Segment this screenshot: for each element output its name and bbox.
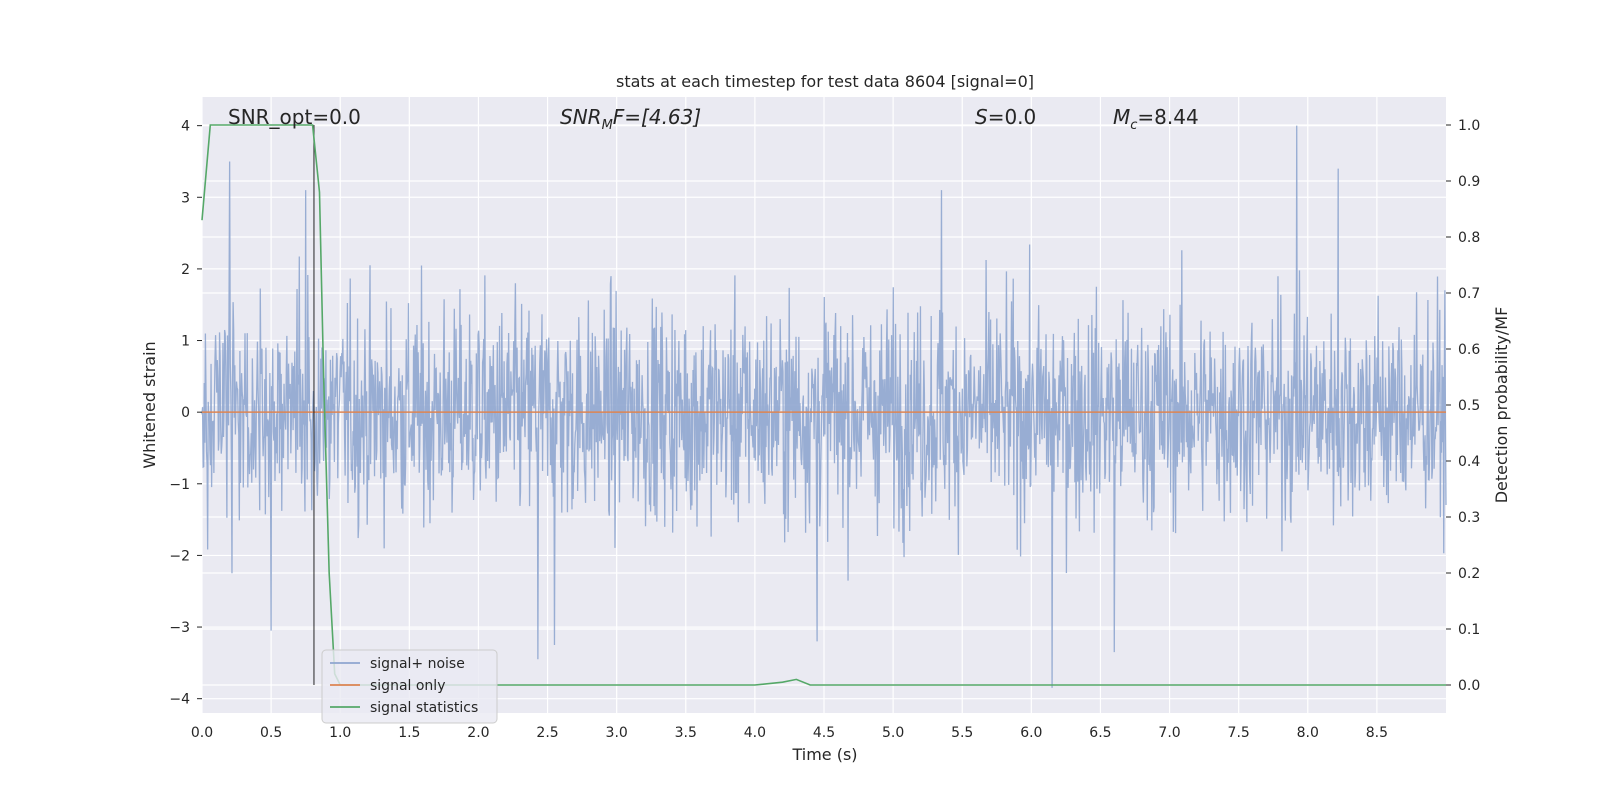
y-tick-label: 0 <box>181 405 190 421</box>
signal-noise-line <box>201 125 1447 688</box>
y2-tick-label: 0.0 <box>1458 678 1480 694</box>
s-value: =0.0 <box>988 105 1037 129</box>
y2-tick-label: 1.0 <box>1458 118 1480 134</box>
snr-mf-base: SNR <box>560 105 602 129</box>
y2-tick-label: 0.7 <box>1458 286 1480 302</box>
y-tick-label: −2 <box>169 548 190 564</box>
legend-label-signal-noise: signal+ noise <box>370 656 465 672</box>
y2-tick-label: 0.8 <box>1458 230 1480 246</box>
y2-tick-label: 0.5 <box>1458 398 1480 414</box>
x-tick-label: 4.0 <box>744 725 766 741</box>
y-tick-label: 2 <box>181 262 190 278</box>
annotations: SNR_opt=0.0 SNRMF=[4.63] S=0.0 Mc=8.44 <box>228 105 1199 133</box>
x-tick-label: 7.5 <box>1228 725 1250 741</box>
snr-opt-annotation: SNR_opt=0.0 <box>228 105 361 129</box>
snr-mf-annotation: SNRMF=[4.63] <box>560 105 701 133</box>
x-tick-label: 6.5 <box>1089 725 1111 741</box>
y-tick-label: −4 <box>169 692 190 708</box>
x-tick-label: 3.5 <box>675 725 697 741</box>
x-tick-label: 1.5 <box>398 725 420 741</box>
x-tick-label: 0.5 <box>260 725 282 741</box>
s-annotation: S=0.0 <box>975 105 1036 129</box>
x-tick-label: 1.0 <box>329 725 351 741</box>
y-tick-label: −3 <box>169 620 190 636</box>
y2-tick-label: 0.6 <box>1458 342 1480 358</box>
x-tick-label: 3.0 <box>606 725 628 741</box>
y-tick-label: 3 <box>181 190 190 206</box>
legend: signal+ noise signal only signal statist… <box>321 649 498 724</box>
legend-label-signal-only: signal only <box>370 678 445 694</box>
y2-tick-label: 0.1 <box>1458 622 1480 638</box>
x-tick-label: 2.5 <box>536 725 558 741</box>
x-tick-label: 5.0 <box>882 725 904 741</box>
chart-title: stats at each timestep for test data 860… <box>616 72 1034 91</box>
snr-mf-rest: F=[4.63] <box>613 105 701 129</box>
snr-mf-subscript: M <box>602 118 613 133</box>
x-axis-ticks: 0.0 0.5 1.0 1.5 2.0 2.5 3.0 3.5 4.0 4.5 5.0 5.5 6.0 6… <box>191 725 1388 741</box>
x-axis-label: Time (s) <box>791 745 857 764</box>
y-axis-ticks: 4 3 2 1 0 −1 −2 −3 −4 <box>169 119 202 708</box>
x-tick-label: 5.5 <box>951 725 973 741</box>
mc-annotation: Mc=8.44 <box>1113 105 1199 133</box>
y2-tick-label: 0.9 <box>1458 174 1480 190</box>
legend-box <box>321 649 498 724</box>
y2-tick-label: 0.4 <box>1458 454 1480 470</box>
y-tick-label: 1 <box>181 334 190 350</box>
mc-variable: M <box>1113 105 1130 129</box>
y2-axis-ticks: 1.0 0.9 0.8 0.7 0.6 0.5 0.4 0.3 0.2 0.1 0.0 <box>1446 118 1480 694</box>
x-tick-label: 6.0 <box>1020 725 1042 741</box>
signal-noise-series <box>201 125 1447 688</box>
mc-value: =8.44 <box>1137 105 1198 129</box>
y-tick-label: 4 <box>181 119 190 135</box>
x-tick-label: 8.5 <box>1366 725 1388 741</box>
y2-tick-label: 0.2 <box>1458 566 1480 582</box>
x-tick-label: 4.5 <box>813 725 835 741</box>
y-axis-label: Whitened strain <box>140 341 159 468</box>
x-tick-label: 2.0 <box>467 725 489 741</box>
mc-subscript: c <box>1130 118 1137 133</box>
x-tick-label: 8.0 <box>1297 725 1319 741</box>
y2-axis-label: Detection probability/MF <box>1492 307 1511 504</box>
y-tick-label: −1 <box>169 477 190 493</box>
legend-label-signal-statistics: signal statistics <box>370 700 478 716</box>
x-tick-label: 7.0 <box>1158 725 1180 741</box>
x-tick-label: 0.0 <box>191 725 213 741</box>
y2-tick-label: 0.3 <box>1458 510 1480 526</box>
s-variable: S <box>975 105 988 129</box>
